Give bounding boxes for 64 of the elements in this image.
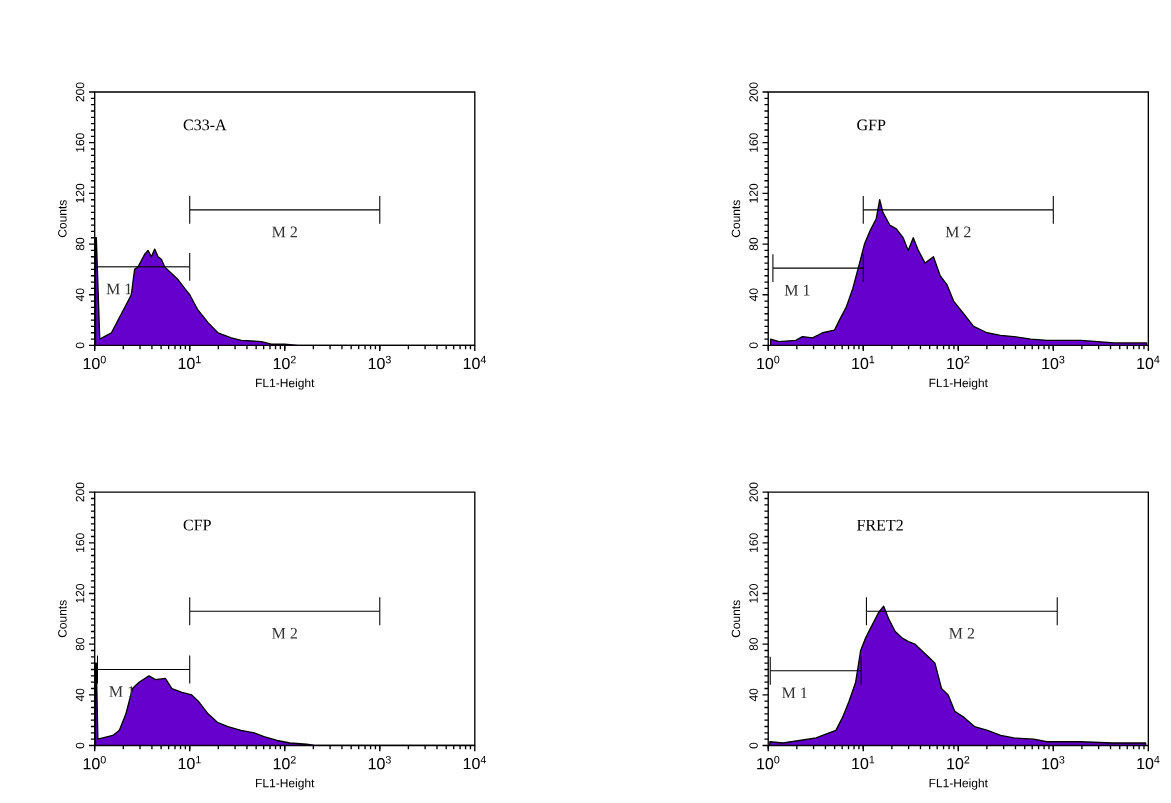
x-tick-label: 10$^{3}$ (1042, 355, 1065, 370)
x-tick-label: 10$^{3}$ (368, 755, 391, 770)
x-tick-label: 10$^{0}$ (83, 355, 106, 370)
y-tick-label: 200 (749, 82, 758, 102)
y-tick-label: 160 (75, 133, 85, 152)
y-tick-label: 160 (75, 533, 85, 552)
x-tick-label: 10$^{3}$ (1042, 755, 1065, 770)
y-tick-label: 40 (749, 288, 758, 302)
text: GFP (857, 119, 886, 131)
text: C33-A (183, 119, 227, 131)
y-tick-label: 160 (749, 133, 758, 152)
x-tick-label: 10$^{4}$ (463, 355, 487, 370)
y-tick-label: 120 (75, 183, 85, 203)
y-tick-label: 80 (75, 638, 85, 651)
y-tick-label: 160 (749, 533, 758, 552)
annotation: M 2 (272, 226, 297, 238)
x-axis-title: FL1-Height (929, 378, 988, 390)
x-tick-label: 10$^{2}$ (273, 355, 296, 370)
y-tick-label: 40 (75, 288, 85, 302)
annotation: M 2 (949, 627, 975, 639)
y-tick-label: 80 (749, 237, 758, 251)
x-tick-label: 10$^{0}$ (83, 755, 106, 770)
text: FRET2 (857, 519, 903, 531)
x-tick-label: 10$^{4}$ (1137, 755, 1160, 770)
x-tick-label: 10$^{4}$ (463, 755, 487, 770)
annotation: M 1 (784, 284, 810, 296)
y-tick-label: 80 (75, 237, 85, 251)
y-tick-label: 40 (749, 688, 758, 702)
y-tick-label: 0 (75, 342, 85, 349)
y-tick-label: 80 (749, 638, 758, 651)
x-tick-label: 10$^{3}$ (368, 355, 391, 370)
y-tick-label: 0 (749, 742, 758, 749)
y-tick-label: 40 (75, 688, 85, 702)
x-tick-label: 10$^{1}$ (178, 755, 201, 770)
y-tick-label: 200 (75, 482, 85, 502)
annotation: M 1 (782, 687, 807, 699)
x-tick-label: 10$^{0}$ (757, 755, 780, 770)
y-tick-label: 200 (75, 82, 85, 102)
y-axis-title: Counts (731, 600, 741, 638)
annotation: M 2 (272, 627, 297, 639)
y-axis-title: Counts (58, 600, 67, 638)
y-tick-label: 120 (75, 584, 85, 603)
annotation: M 1 (109, 686, 135, 697)
annotation: M 1 (106, 283, 132, 295)
y-axis-title: Counts (731, 200, 741, 238)
x-tick-label: 10$^{1}$ (852, 355, 875, 370)
x-tick-label: 10$^{2}$ (273, 755, 296, 770)
y-tick-label: 120 (749, 584, 758, 603)
x-tick-label: 10$^{2}$ (947, 755, 970, 770)
y-tick-label: 0 (749, 342, 758, 349)
x-tick-label: 10$^{0}$ (757, 355, 780, 370)
y-axis-title: Counts (58, 200, 67, 238)
text: CFP (183, 519, 211, 531)
x-tick-label: 10$^{2}$ (947, 355, 970, 370)
x-tick-label: 10$^{1}$ (852, 755, 875, 770)
y-tick-label: 120 (749, 183, 758, 203)
x-axis-title: FL1-Height (256, 378, 315, 390)
x-tick-label: 10$^{1}$ (178, 355, 201, 370)
x-axis-title: FL1-Height (929, 778, 988, 790)
x-axis-title: FL1-Height (256, 778, 315, 790)
annotation: M 2 (945, 226, 971, 238)
y-tick-label: 200 (749, 482, 758, 502)
x-tick-label: 10$^{4}$ (1137, 355, 1160, 370)
y-tick-label: 0 (75, 742, 85, 749)
